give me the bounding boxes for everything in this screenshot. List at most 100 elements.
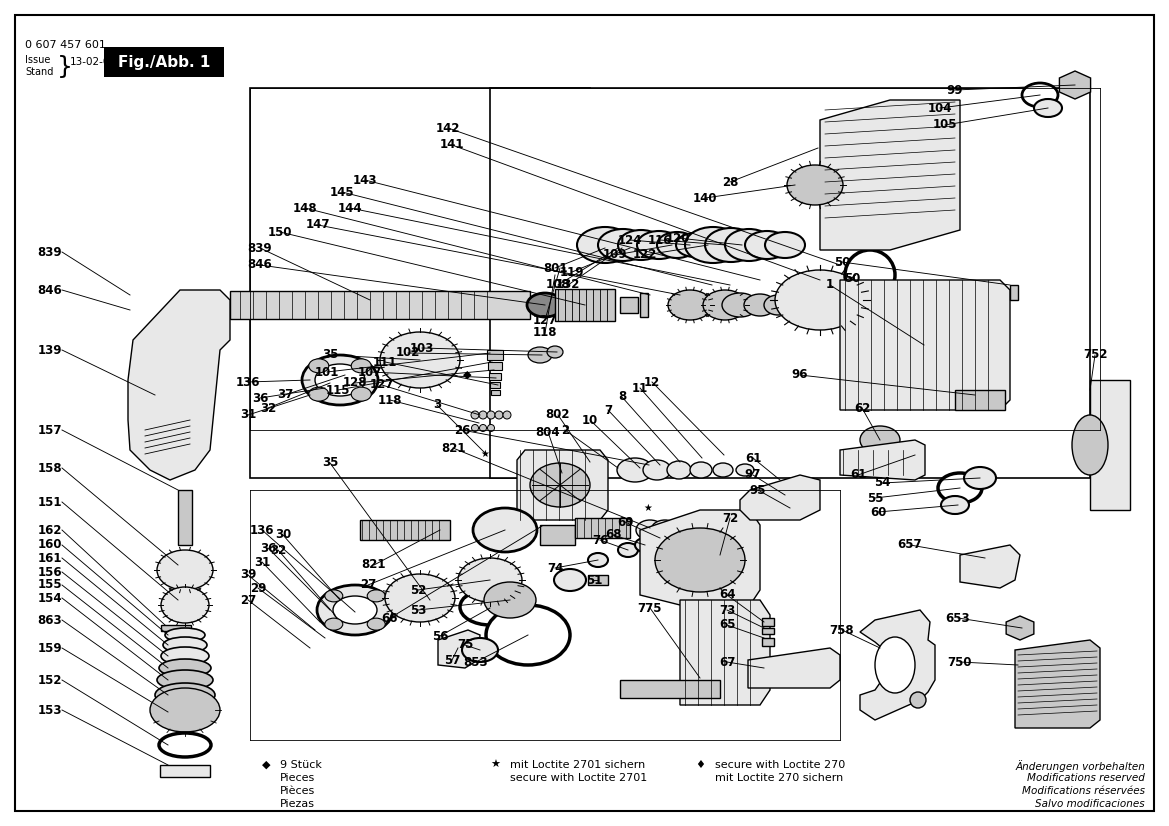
- Ellipse shape: [1072, 415, 1108, 475]
- Text: 95: 95: [749, 483, 766, 496]
- Polygon shape: [841, 280, 1010, 410]
- Text: 50: 50: [833, 255, 850, 268]
- Text: 158: 158: [37, 462, 62, 474]
- Text: 29: 29: [250, 582, 267, 595]
- Text: 162: 162: [37, 524, 62, 537]
- Circle shape: [479, 425, 486, 431]
- Ellipse shape: [860, 426, 900, 454]
- Polygon shape: [1059, 71, 1091, 99]
- Text: 750: 750: [948, 656, 973, 668]
- Text: 140: 140: [693, 192, 718, 205]
- Text: secure with Loctite 270: secure with Loctite 270: [715, 760, 845, 770]
- Text: 69: 69: [617, 515, 634, 529]
- Ellipse shape: [547, 346, 563, 358]
- Polygon shape: [555, 289, 615, 321]
- Text: 124: 124: [617, 234, 642, 246]
- Text: 99: 99: [947, 83, 963, 97]
- Text: 66: 66: [382, 611, 399, 624]
- Text: 802: 802: [546, 409, 570, 421]
- Polygon shape: [127, 290, 230, 480]
- Circle shape: [471, 411, 479, 419]
- Bar: [762, 618, 774, 626]
- Text: 11: 11: [632, 382, 648, 395]
- Bar: [1090, 380, 1130, 510]
- Ellipse shape: [657, 232, 697, 258]
- FancyBboxPatch shape: [104, 47, 224, 77]
- Polygon shape: [680, 600, 770, 705]
- Text: 28: 28: [721, 175, 738, 188]
- Polygon shape: [860, 610, 935, 720]
- Circle shape: [494, 411, 503, 419]
- Ellipse shape: [367, 618, 386, 630]
- Text: 141: 141: [440, 139, 464, 151]
- Polygon shape: [1007, 616, 1033, 640]
- Ellipse shape: [636, 520, 664, 540]
- Ellipse shape: [162, 637, 207, 653]
- Text: 31: 31: [240, 409, 256, 421]
- Text: 142: 142: [436, 121, 461, 135]
- Text: Stand: Stand: [25, 67, 54, 77]
- Ellipse shape: [941, 496, 969, 514]
- Ellipse shape: [554, 569, 586, 591]
- Ellipse shape: [909, 692, 926, 708]
- Bar: [487, 362, 502, 370]
- Text: 7: 7: [604, 403, 613, 416]
- Ellipse shape: [635, 538, 655, 552]
- Ellipse shape: [484, 582, 537, 618]
- Bar: [955, 390, 1005, 410]
- Ellipse shape: [664, 520, 692, 540]
- Text: 152: 152: [37, 673, 62, 686]
- Ellipse shape: [876, 637, 915, 693]
- Text: 53: 53: [410, 604, 427, 616]
- Text: 821: 821: [441, 442, 465, 454]
- Text: 37: 37: [277, 388, 293, 401]
- Ellipse shape: [351, 387, 372, 401]
- Text: Pièces: Pièces: [281, 786, 316, 796]
- Bar: [540, 525, 575, 545]
- Text: 153: 153: [37, 704, 62, 716]
- Ellipse shape: [351, 358, 372, 373]
- Text: 147: 147: [306, 219, 331, 231]
- Text: 853: 853: [464, 656, 489, 668]
- Text: Fig./Abb. 1: Fig./Abb. 1: [118, 55, 210, 69]
- Ellipse shape: [486, 605, 570, 665]
- Ellipse shape: [743, 294, 776, 316]
- Text: 10: 10: [582, 414, 599, 426]
- Text: 846: 846: [37, 283, 62, 297]
- Text: 13-02-05: 13-02-05: [70, 57, 117, 67]
- Text: 839: 839: [37, 245, 62, 259]
- Polygon shape: [575, 518, 630, 538]
- Text: 105: 105: [933, 118, 957, 131]
- Text: 143: 143: [353, 173, 378, 187]
- Text: 72: 72: [722, 511, 738, 525]
- Text: 156: 156: [37, 566, 62, 578]
- Circle shape: [479, 411, 487, 419]
- Text: 154: 154: [37, 591, 62, 605]
- Ellipse shape: [155, 683, 215, 707]
- Text: ◆: ◆: [262, 760, 270, 770]
- Ellipse shape: [325, 618, 343, 630]
- Polygon shape: [360, 520, 450, 540]
- Text: 57: 57: [444, 653, 461, 667]
- Text: ★: ★: [490, 760, 500, 770]
- Ellipse shape: [651, 520, 679, 540]
- Ellipse shape: [618, 230, 664, 260]
- Text: 65: 65: [719, 619, 735, 632]
- Text: 155: 155: [37, 578, 62, 591]
- Text: 76: 76: [592, 534, 608, 547]
- Ellipse shape: [703, 290, 747, 320]
- Text: Änderungen vorbehalten: Änderungen vorbehalten: [1015, 760, 1144, 772]
- Text: 12: 12: [644, 376, 660, 388]
- Text: 32: 32: [260, 401, 276, 415]
- Bar: [620, 297, 638, 313]
- Ellipse shape: [676, 233, 714, 257]
- Ellipse shape: [528, 347, 552, 363]
- Text: 136: 136: [236, 376, 261, 388]
- Bar: [161, 625, 191, 631]
- Polygon shape: [1015, 640, 1100, 728]
- Bar: [639, 293, 648, 317]
- Text: 775: 775: [638, 601, 663, 615]
- Polygon shape: [960, 545, 1021, 588]
- Text: 68: 68: [604, 529, 621, 542]
- Ellipse shape: [159, 659, 210, 677]
